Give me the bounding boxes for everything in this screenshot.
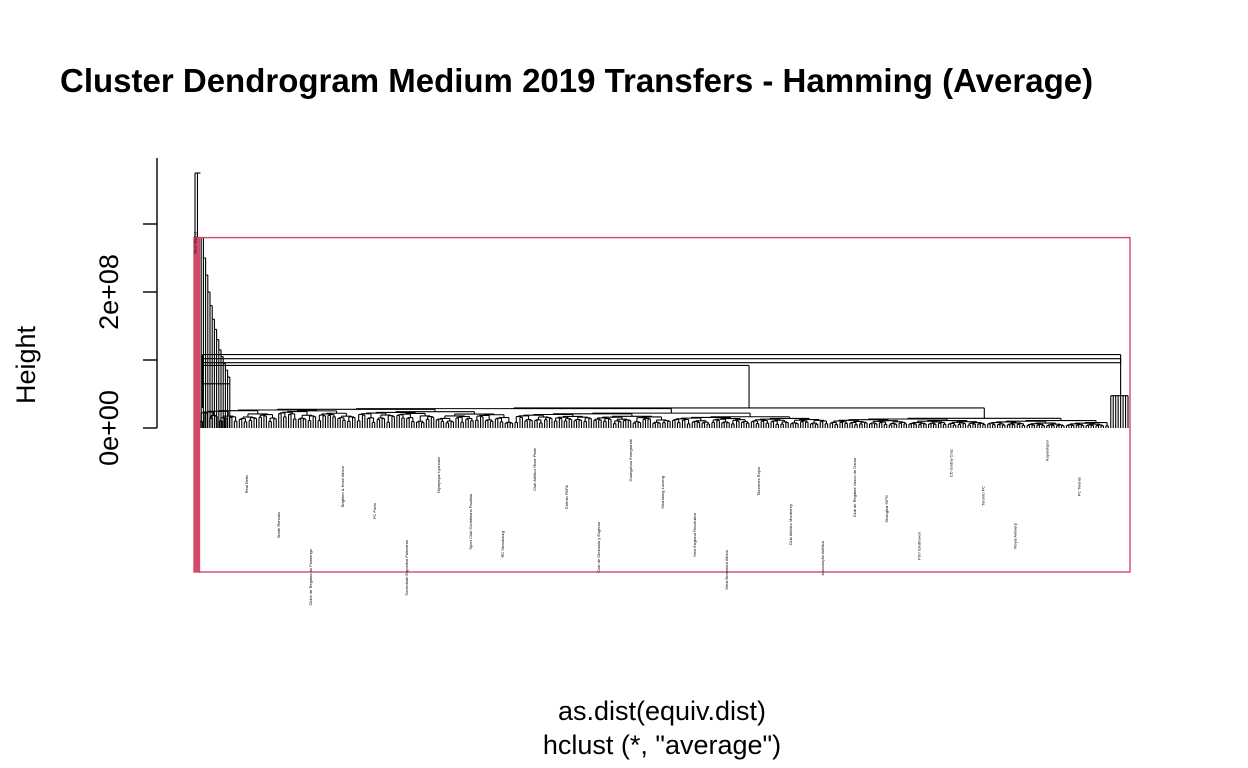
leaf-label: Real Betis xyxy=(244,475,249,493)
leaf-label: RC Strasbourg xyxy=(500,531,505,557)
leaf-label: Club de Gimnasia y Esgrima xyxy=(596,521,601,572)
leaf-label: Guangzhou Evergrande xyxy=(628,438,633,481)
y-tick-label: 0e+00 xyxy=(94,390,124,466)
leaf-label: Sociedade Esportiva Palmeiras xyxy=(404,540,409,596)
leaf-label: Associação Atlética xyxy=(820,540,825,575)
leaf-label: Grêmio FBPA xyxy=(564,485,569,510)
leaf-label: Kayserispor xyxy=(1044,439,1049,461)
leaf-label: Royal Antwerp xyxy=(1012,522,1017,549)
leaf-label: Real Madrid xyxy=(193,232,198,254)
leaf-label: Shandong Luneng xyxy=(660,476,665,509)
leaf-label: Sport Club Corinthians Paulista xyxy=(468,493,473,549)
cluster-rectangle xyxy=(198,236,1131,573)
leaf-label: FC Twente xyxy=(1076,476,1081,496)
y-ticks: 0e+00 2e+08 xyxy=(94,223,157,466)
chart-title: Cluster Dendrogram Medium 2019 Transfers… xyxy=(60,62,1093,99)
x-axis-label: as.dist(equiv.dist) xyxy=(558,696,766,726)
y-tick-label: 2e+08 xyxy=(94,254,124,330)
leaf-label: Clube de Regatas do Flamengo xyxy=(308,548,313,605)
y-axis-label: Height xyxy=(11,325,41,404)
leaf-label: Club Atlético Monterrey xyxy=(788,504,793,545)
leaf-label: CD Godoy Cruz xyxy=(948,449,953,477)
leaf-label: Brighton & Hove Albion xyxy=(340,466,345,507)
leaf-label: Club de Regatas Vasco da Gama xyxy=(852,457,857,517)
leaf-label: PSV Eindhoven xyxy=(916,532,921,560)
leaf-label: Club Atlético River Plate xyxy=(532,447,537,491)
leaf-label: New England Revolution xyxy=(692,513,697,557)
leaf-label: Shanghai SIPG xyxy=(884,495,889,523)
leaf-label: Olympique Lyonnais xyxy=(436,457,441,493)
leaf-label: Stade Rennais xyxy=(276,512,281,538)
dendrogram-tree xyxy=(194,172,1129,428)
leaf-labels: Real Madrid Real Betis Stade Rennais Clube … xyxy=(193,232,1082,605)
leaf-label: West Bromwich Albion xyxy=(724,550,729,590)
cluster-rectangles xyxy=(193,236,1131,573)
leaf-label: Tiburones Rojos xyxy=(756,467,761,496)
x-axis-subtitle: hclust (*, "average") xyxy=(543,730,781,760)
y-axis: 0e+00 2e+08 xyxy=(94,158,158,466)
leaf-label: Toronto FC xyxy=(980,486,985,506)
leaf-label: FC Porto xyxy=(372,502,377,519)
